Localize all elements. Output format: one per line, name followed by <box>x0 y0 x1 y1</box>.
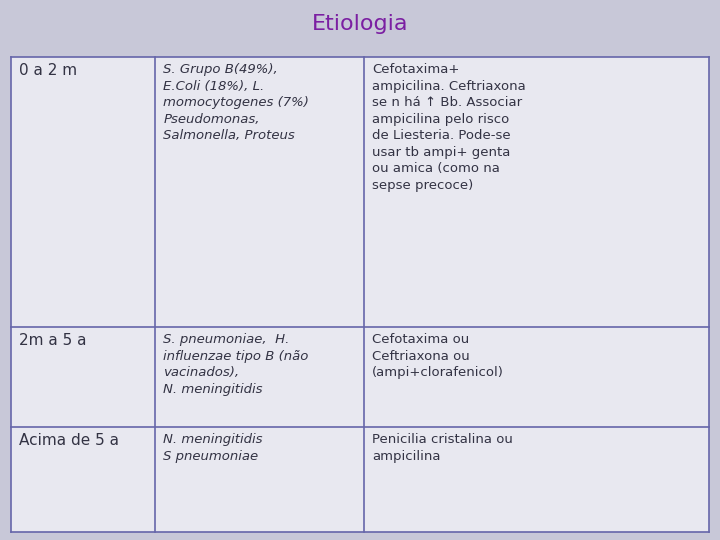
Text: 0 a 2 m: 0 a 2 m <box>19 63 78 78</box>
Bar <box>11 57 709 532</box>
Text: Etiologia: Etiologia <box>312 14 408 35</box>
Text: S. pneumoniae,  H.
influenzae tipo B (não
vacinados),
N. meningitidis: S. pneumoniae, H. influenzae tipo B (não… <box>163 333 309 396</box>
Text: Acima de 5 a: Acima de 5 a <box>19 433 120 448</box>
Text: 2m a 5 a: 2m a 5 a <box>19 333 87 348</box>
Text: Penicilia cristalina ou
ampicilina: Penicilia cristalina ou ampicilina <box>372 433 513 463</box>
Text: S. Grupo B(49%),
E.Coli (18%), L.
momocytogenes (7%)
Pseudomonas,
Salmonella, Pr: S. Grupo B(49%), E.Coli (18%), L. momocy… <box>163 63 310 142</box>
Text: N. meningitidis
S pneumoniae: N. meningitidis S pneumoniae <box>163 433 263 463</box>
Text: Cefotaxima+
ampicilina. Ceftriaxona
se n há ↑ Bb. Associar
ampicilina pelo risco: Cefotaxima+ ampicilina. Ceftriaxona se n… <box>372 63 526 192</box>
Text: Cefotaxima ou
Ceftriaxona ou
(ampi+clorafenicol): Cefotaxima ou Ceftriaxona ou (ampi+clora… <box>372 333 504 379</box>
